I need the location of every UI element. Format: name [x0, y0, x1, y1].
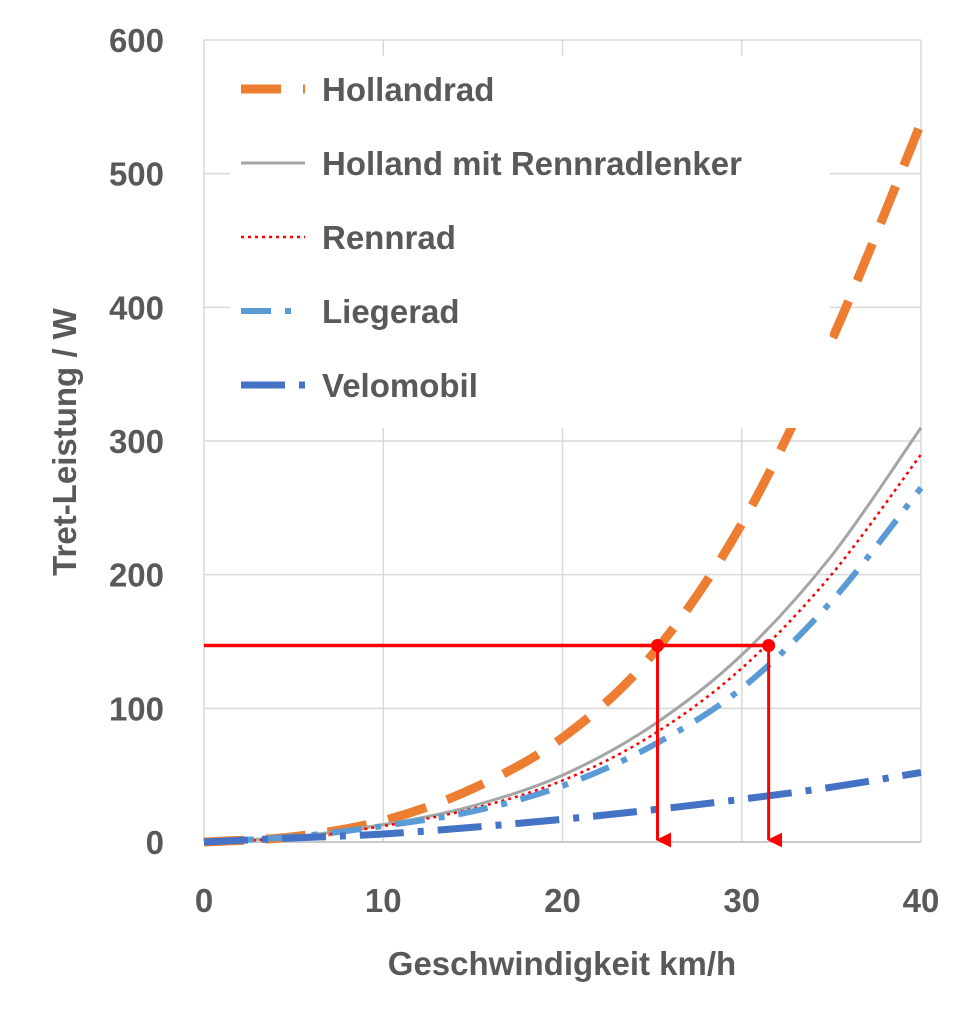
legend-label: Rennrad	[322, 219, 456, 256]
series-line-holland-mit-rennradlenker	[203, 426, 923, 844]
y-tick-label: 100	[109, 690, 164, 727]
series-layer	[203, 121, 926, 847]
y-tick-label: 200	[109, 557, 164, 594]
annotation-layer	[204, 639, 783, 848]
y-tick-label: 600	[109, 22, 164, 59]
legend-background	[230, 56, 830, 428]
legend-label: Liegerad	[322, 293, 460, 330]
x-tick-label: 40	[903, 882, 940, 919]
x-tick-label: 0	[195, 882, 213, 919]
x-tick-label: 30	[723, 882, 760, 919]
legend-label: Velomobil	[322, 367, 478, 404]
y-axis-title: Tret-Leistung / W	[46, 307, 83, 576]
x-tick-label: 10	[365, 882, 402, 919]
legend: Hollandrad Holland mit Rennradlenker Rennr…	[230, 56, 830, 428]
x-axis-ticks: 0 10 20 30 40	[195, 882, 940, 919]
y-tick-label: 400	[109, 289, 164, 326]
y-tick-label: 500	[109, 156, 164, 193]
series-line-velomobil	[203, 769, 922, 846]
intersection-point	[651, 639, 665, 653]
y-axis-ticks: 0 100 200 300 400 500 600	[109, 22, 164, 861]
series-line-rennrad	[203, 453, 923, 844]
legend-label: Holland mit Rennradlenker	[322, 145, 742, 182]
intersection-point	[762, 639, 776, 653]
y-tick-label: 300	[109, 423, 164, 460]
x-axis-title: Geschwindigkeit km/h	[388, 945, 736, 982]
y-tick-label: 0	[146, 824, 164, 861]
legend-label: Hollandrad	[322, 71, 494, 108]
x-tick-label: 20	[544, 882, 581, 919]
